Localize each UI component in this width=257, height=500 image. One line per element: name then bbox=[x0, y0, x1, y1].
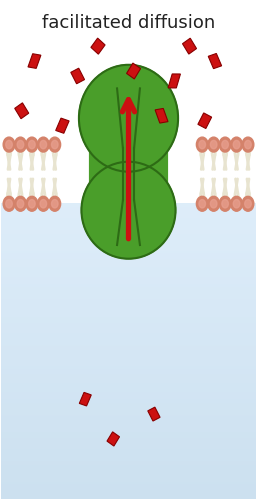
Ellipse shape bbox=[233, 140, 240, 149]
Polygon shape bbox=[148, 407, 160, 421]
Polygon shape bbox=[155, 108, 168, 123]
Ellipse shape bbox=[29, 200, 35, 208]
Ellipse shape bbox=[17, 140, 24, 149]
Polygon shape bbox=[15, 103, 29, 118]
Ellipse shape bbox=[38, 196, 49, 211]
Ellipse shape bbox=[242, 196, 254, 211]
Polygon shape bbox=[91, 38, 105, 54]
Ellipse shape bbox=[242, 137, 254, 152]
Ellipse shape bbox=[15, 137, 26, 152]
Ellipse shape bbox=[17, 200, 24, 208]
Ellipse shape bbox=[231, 196, 242, 211]
Polygon shape bbox=[198, 113, 212, 128]
Polygon shape bbox=[208, 54, 222, 68]
Polygon shape bbox=[182, 38, 197, 54]
Ellipse shape bbox=[233, 200, 240, 208]
Ellipse shape bbox=[40, 140, 47, 149]
Ellipse shape bbox=[38, 137, 49, 152]
Ellipse shape bbox=[199, 200, 206, 208]
Polygon shape bbox=[71, 68, 85, 84]
Ellipse shape bbox=[6, 140, 12, 149]
Ellipse shape bbox=[219, 137, 231, 152]
Ellipse shape bbox=[210, 140, 217, 149]
Ellipse shape bbox=[231, 137, 242, 152]
Ellipse shape bbox=[3, 137, 15, 152]
Ellipse shape bbox=[219, 196, 231, 211]
Ellipse shape bbox=[49, 196, 61, 211]
Ellipse shape bbox=[51, 140, 58, 149]
Polygon shape bbox=[168, 74, 180, 88]
Ellipse shape bbox=[199, 140, 206, 149]
Ellipse shape bbox=[245, 200, 251, 208]
Ellipse shape bbox=[222, 200, 228, 208]
Ellipse shape bbox=[3, 196, 15, 211]
Ellipse shape bbox=[26, 137, 38, 152]
Ellipse shape bbox=[26, 196, 38, 211]
Polygon shape bbox=[79, 392, 91, 406]
Ellipse shape bbox=[208, 196, 219, 211]
Ellipse shape bbox=[81, 162, 176, 258]
Ellipse shape bbox=[40, 200, 47, 208]
Polygon shape bbox=[28, 54, 41, 68]
Ellipse shape bbox=[79, 65, 178, 172]
Ellipse shape bbox=[196, 196, 208, 211]
Polygon shape bbox=[127, 63, 141, 79]
Ellipse shape bbox=[51, 200, 58, 208]
Ellipse shape bbox=[29, 140, 35, 149]
Bar bbox=[1, 2, 256, 208]
Ellipse shape bbox=[245, 140, 251, 149]
Ellipse shape bbox=[6, 200, 12, 208]
Polygon shape bbox=[56, 118, 69, 134]
Ellipse shape bbox=[15, 196, 26, 211]
Ellipse shape bbox=[222, 140, 228, 149]
Ellipse shape bbox=[196, 137, 208, 152]
Ellipse shape bbox=[49, 137, 61, 152]
Text: facilitated diffusion: facilitated diffusion bbox=[42, 14, 215, 32]
FancyBboxPatch shape bbox=[90, 139, 167, 209]
Polygon shape bbox=[107, 432, 120, 446]
Ellipse shape bbox=[208, 137, 219, 152]
Ellipse shape bbox=[210, 200, 217, 208]
